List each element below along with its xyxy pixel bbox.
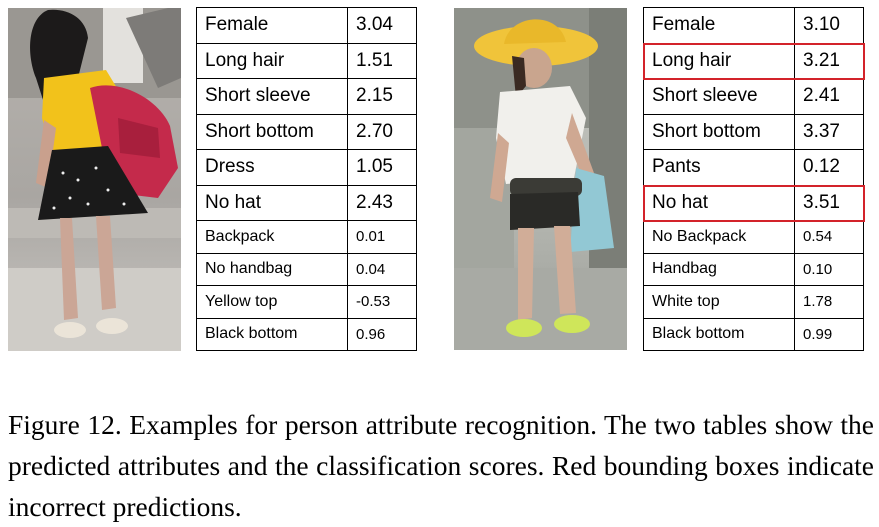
attribute-score: 3.37: [794, 113, 864, 150]
left-person-photo: [8, 8, 181, 351]
right-attribute-row: Long hair 3.21: [643, 42, 864, 79]
attribute-score: 0.96: [347, 317, 417, 351]
attribute-label: Black bottom: [643, 317, 795, 351]
attribute-score: 3.04: [347, 7, 417, 44]
left-attribute-row: Yellow top -0.53: [196, 285, 417, 319]
attribute-score: 2.41: [794, 78, 864, 115]
attribute-score: 1.05: [347, 149, 417, 186]
left-attribute-table: Female 3.04 Long hair 1.51 Short sleeve 2.15 S…: [196, 7, 417, 351]
right-attribute-row: Handbag 0.10: [643, 252, 864, 286]
right-attribute-row: Female 3.10: [643, 7, 864, 44]
attribute-label: Long hair: [643, 42, 795, 79]
attribute-label: No Backpack: [643, 220, 795, 254]
left-attribute-row: No hat 2.43: [196, 184, 417, 221]
attribute-label: No hat: [196, 184, 348, 221]
attribute-score: 0.10: [794, 252, 864, 286]
attribute-label: No hat: [643, 184, 795, 221]
left-attribute-row: No handbag 0.04: [196, 252, 417, 286]
attribute-label: White top: [643, 285, 795, 319]
attribute-label: Long hair: [196, 42, 348, 79]
attribute-label: Dress: [196, 149, 348, 186]
attribute-label: Yellow top: [196, 285, 348, 319]
right-attribute-row: No Backpack 0.54: [643, 220, 864, 254]
right-attribute-table: Female 3.10 Long hair 3.21 Short sleeve 2.41 S…: [643, 7, 864, 351]
left-attribute-row: Dress 1.05: [196, 149, 417, 186]
left-attribute-row: Female 3.04: [196, 7, 417, 44]
attribute-score: 2.70: [347, 113, 417, 150]
left-attribute-row: Short sleeve 2.15: [196, 78, 417, 115]
right-attribute-row: Pants 0.12: [643, 149, 864, 186]
attribute-score: 3.10: [794, 7, 864, 44]
right-attribute-row: Black bottom 0.99: [643, 317, 864, 351]
attribute-score: 0.04: [347, 252, 417, 286]
right-attribute-rows: Female 3.10 Long hair 3.21 Short sleeve 2.41 S…: [643, 7, 864, 351]
right-attribute-row: No hat 3.51: [643, 184, 864, 221]
attribute-score: 0.01: [347, 220, 417, 254]
attribute-label: Female: [196, 7, 348, 44]
attribute-label: No handbag: [196, 252, 348, 286]
attribute-score: 3.21: [794, 42, 864, 79]
right-attribute-row: White top 1.78: [643, 285, 864, 319]
attribute-score: 3.51: [794, 184, 864, 221]
figure-caption: Figure 12. Examples for person attribute…: [8, 409, 874, 522]
attribute-label: Short sleeve: [643, 78, 795, 115]
attribute-score: 2.15: [347, 78, 417, 115]
attribute-label: Female: [643, 7, 795, 44]
left-attribute-rows: Female 3.04 Long hair 1.51 Short sleeve 2.15 S…: [196, 7, 417, 351]
attribute-score: 0.99: [794, 317, 864, 351]
left-attribute-row: Short bottom 2.70: [196, 113, 417, 150]
left-attribute-row: Black bottom 0.96: [196, 317, 417, 351]
left-attribute-row: Long hair 1.51: [196, 42, 417, 79]
attribute-label: Handbag: [643, 252, 795, 286]
attribute-score: -0.53: [347, 285, 417, 319]
attribute-score: 2.43: [347, 184, 417, 221]
right-attribute-row: Short bottom 3.37: [643, 113, 864, 150]
right-attribute-row: Short sleeve 2.41: [643, 78, 864, 115]
attribute-label: Short sleeve: [196, 78, 348, 115]
attribute-score: 0.54: [794, 220, 864, 254]
attribute-label: Pants: [643, 149, 795, 186]
attribute-label: Short bottom: [643, 113, 795, 150]
attribute-score: 1.78: [794, 285, 864, 319]
attribute-score: 0.12: [794, 149, 864, 186]
right-person-photo: [454, 8, 627, 350]
attribute-score: 1.51: [347, 42, 417, 79]
attribute-label: Black bottom: [196, 317, 348, 351]
attribute-label: Short bottom: [196, 113, 348, 150]
attribute-label: Backpack: [196, 220, 348, 254]
left-attribute-row: Backpack 0.01: [196, 220, 417, 254]
